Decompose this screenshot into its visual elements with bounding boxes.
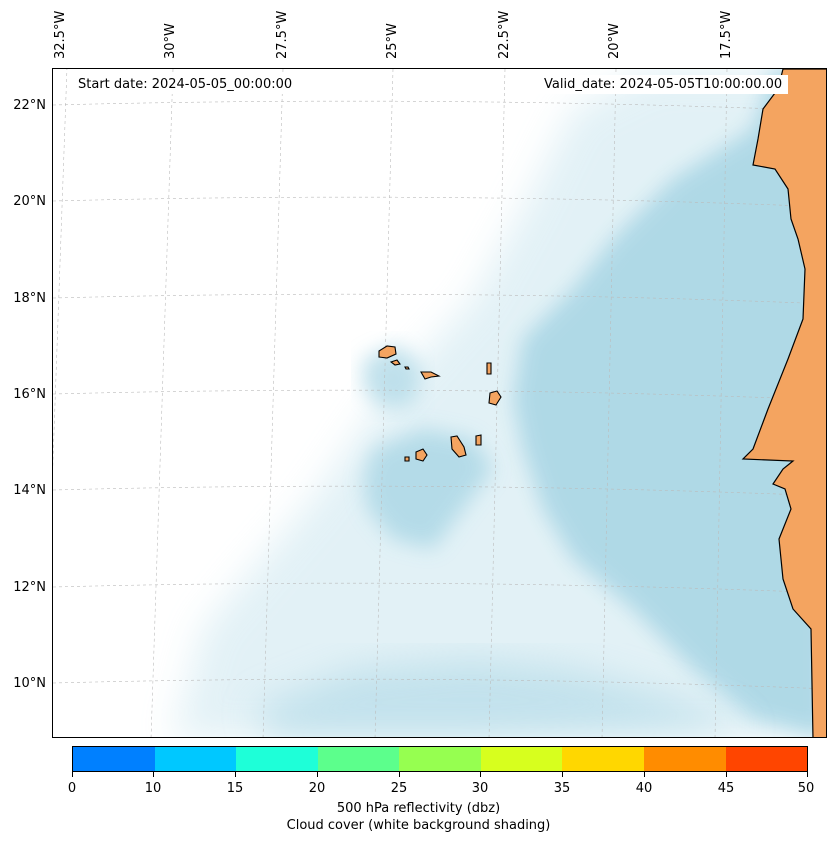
- island-maio: [475, 434, 482, 446]
- map-panel[interactable]: [52, 68, 827, 738]
- colorbar-segment-7: [643, 747, 726, 771]
- island-fogo: [415, 448, 428, 462]
- lat-label-14n: 14°N: [13, 483, 46, 498]
- colorbar-tick-20: 20: [308, 781, 326, 796]
- island-sao-vicente: [389, 359, 401, 366]
- island-sal: [486, 362, 492, 375]
- colorbar-title: 500 hPa reflectivity (dbz): [336, 801, 501, 816]
- colorbar-tick-40: 40: [635, 781, 653, 796]
- colorbar-tick-15: 15: [226, 781, 244, 796]
- lat-label-12n: 12°N: [13, 580, 46, 595]
- colorbar-segment-5: [480, 747, 563, 771]
- lon-label-27-5w: 27.5°W: [275, 10, 290, 59]
- lat-label-18n: 18°N: [13, 291, 46, 306]
- cloud-cover-layer: [173, 69, 826, 737]
- lon-label-25w: 25°W: [385, 23, 400, 59]
- colorbar-tick-35: 35: [553, 781, 571, 796]
- map-canvas: [53, 69, 826, 737]
- start-date-label: Start date: 2024-05-05_00:00:00: [72, 75, 299, 94]
- cape-verde-islands: [378, 345, 502, 462]
- colorbar-segment-2: [236, 747, 318, 771]
- colorbar-tick-25: 25: [390, 781, 408, 796]
- lat-label-20n: 20°N: [13, 194, 46, 209]
- island-santo-antao: [378, 345, 397, 359]
- colorbar-segment-4: [399, 747, 481, 771]
- reflectivity-colorbar: [72, 746, 808, 772]
- cloud-main-mass: [513, 69, 826, 737]
- africa-landmass: [741, 69, 826, 737]
- island-sao-nicolau: [420, 371, 441, 380]
- cloud-cape-verde-north: [363, 344, 423, 409]
- colorbar-tick-10: 10: [144, 781, 162, 796]
- island-santiago: [450, 435, 467, 458]
- lat-label-10n: 10°N: [13, 676, 46, 691]
- lon-label-22-5w: 22.5°W: [497, 10, 512, 59]
- cloud-cape-verde-south: [363, 429, 493, 549]
- colorbar-tick-50: 50: [797, 781, 815, 796]
- lat-label-16n: 16°N: [13, 387, 46, 402]
- island-santa-luzia: [404, 366, 410, 370]
- lon-label-32-5w: 32.5°W: [53, 10, 68, 59]
- cloud-southern-band: [253, 659, 753, 737]
- graticule: [53, 69, 826, 737]
- colorbar-tick-0: 0: [67, 781, 77, 796]
- lon-label-17-5w: 17.5°W: [719, 10, 734, 59]
- colorbar-segment-1: [154, 747, 237, 771]
- valid-date-label: Valid_date: 2024-05-05T10:00:00.00: [538, 75, 789, 94]
- island-boa-vista: [488, 390, 502, 406]
- colorbar-segment-8: [725, 747, 808, 771]
- colorbar-segment-3: [317, 747, 400, 771]
- colorbar-tick-30: 30: [471, 781, 489, 796]
- lat-label-22n: 22°N: [13, 98, 46, 113]
- island-brava: [404, 456, 410, 462]
- colorbar-subtitle: Cloud cover (white background shading): [286, 818, 551, 833]
- lon-label-30w: 30°W: [163, 23, 178, 59]
- colorbar-tick-45: 45: [717, 781, 735, 796]
- colorbar-segment-6: [562, 747, 644, 771]
- colorbar-segment-0: [73, 747, 155, 771]
- lon-label-20w: 20°W: [607, 23, 622, 59]
